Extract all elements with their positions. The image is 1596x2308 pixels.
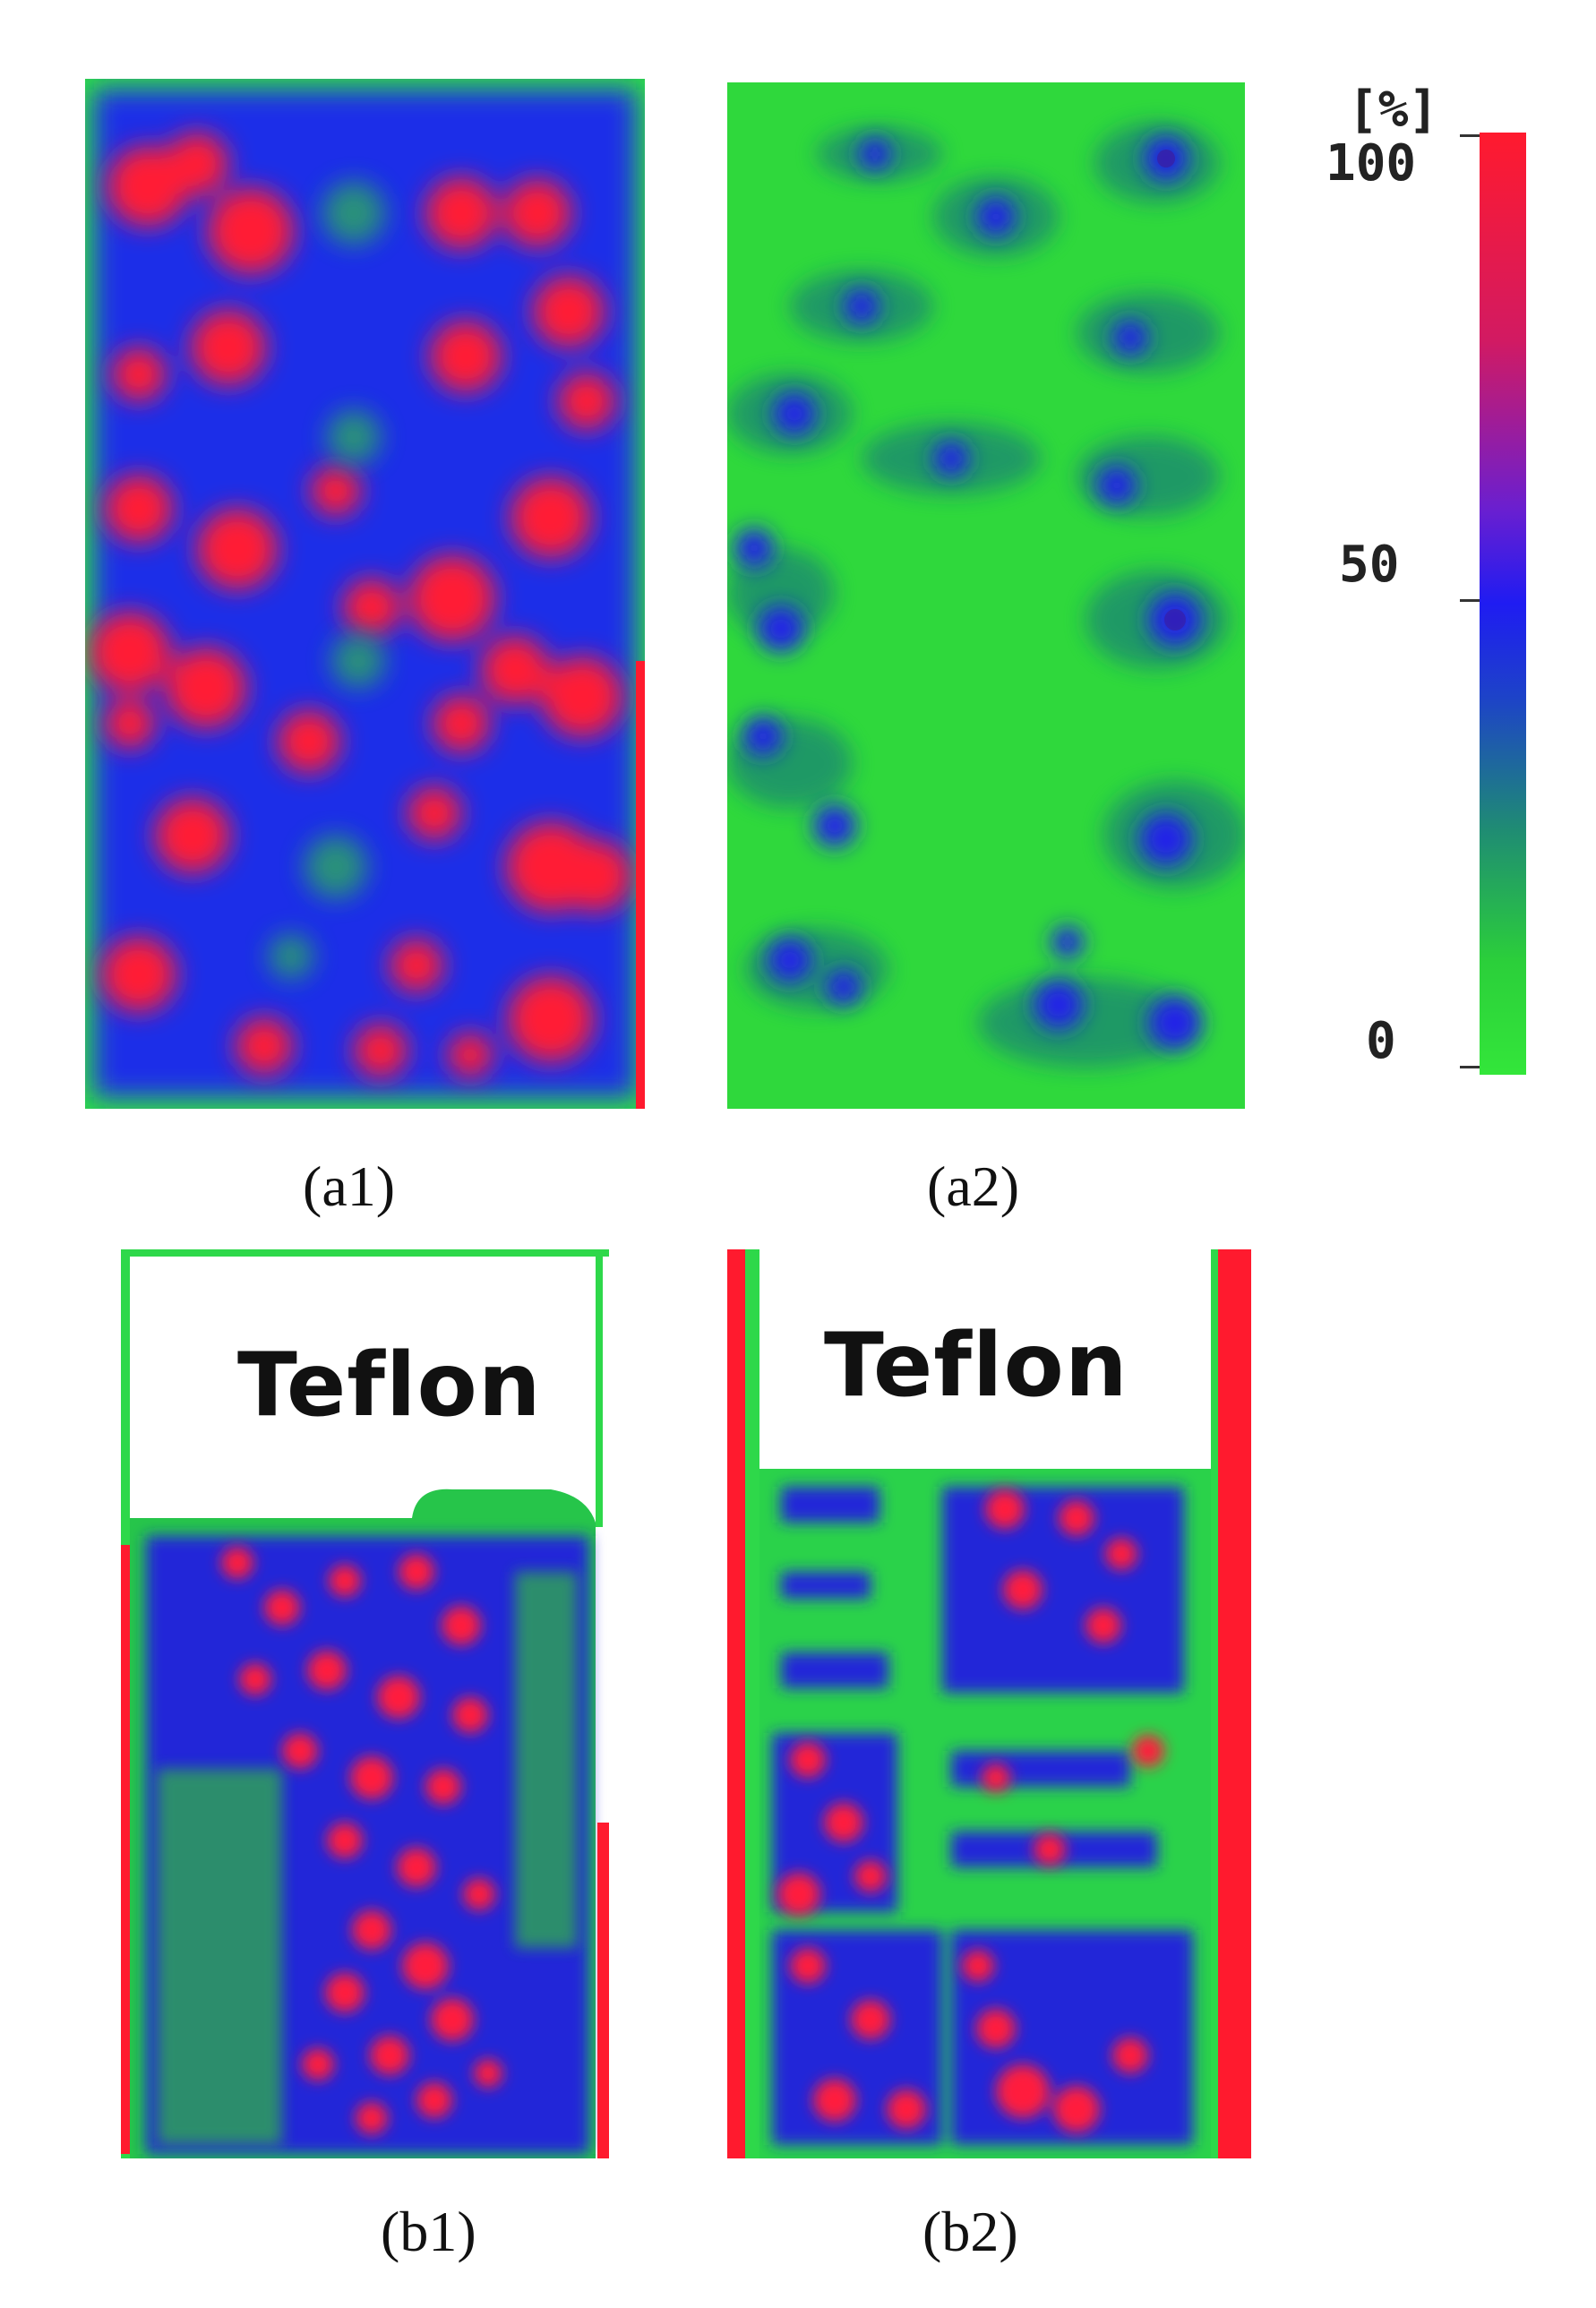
scale-unit-label: [%]	[1348, 81, 1439, 139]
heatmap-panel-b2	[727, 1249, 1251, 2158]
heatmap-panel-a2	[727, 82, 1245, 1109]
heatmap-panel-a1	[85, 79, 645, 1109]
heatmap-b2-image	[727, 1249, 1251, 2158]
color-scale-bar	[1480, 133, 1526, 1075]
scale-tick-top	[1460, 134, 1480, 137]
caption-a1: (a1)	[303, 1154, 396, 1218]
heatmap-b1-image	[121, 1249, 609, 2158]
scale-tick-bottom	[1460, 1066, 1480, 1068]
caption-b2: (b2)	[922, 2200, 1018, 2263]
scale-mid-label: 50	[1339, 536, 1400, 594]
caption-a2: (a2)	[927, 1154, 1020, 1218]
teflon-label-b2: Teflon	[824, 1315, 1128, 1417]
heatmap-a2-image	[727, 82, 1245, 1109]
scale-max-label: 100	[1326, 134, 1417, 193]
scale-tick-mid	[1460, 599, 1480, 602]
teflon-label-b1: Teflon	[237, 1334, 542, 1437]
heatmap-a1-image	[85, 79, 645, 1109]
heatmap-panel-b1	[121, 1249, 609, 2158]
scale-min-label: 0	[1366, 1012, 1396, 1070]
caption-b1: (b1)	[381, 2200, 476, 2263]
